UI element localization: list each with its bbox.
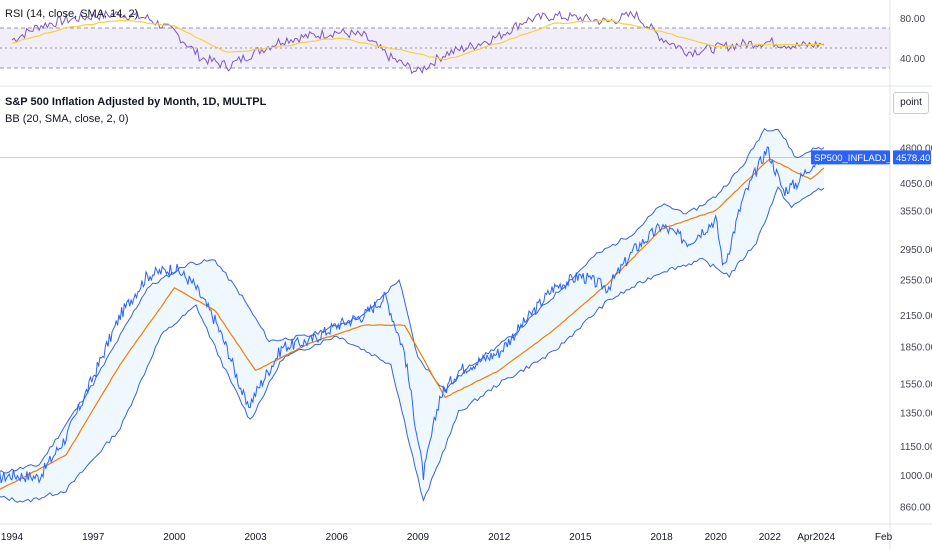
bb-lower-line: [0, 186, 825, 503]
price-tick-label: 1350.00: [900, 408, 932, 419]
price-tick-label: 1850.00: [900, 343, 932, 354]
time-tick-label: 2018: [650, 532, 673, 543]
scale-mode-button[interactable]: point: [893, 92, 929, 114]
time-tick-label: 2022: [759, 532, 782, 543]
rsi-legend: RSI (14, close, SMA, 14, 2): [5, 8, 139, 20]
time-tick-label: 2009: [407, 532, 430, 543]
price-tick-label: 2550.00: [900, 276, 932, 287]
time-tick-label: 2003: [244, 532, 267, 543]
time-tick-label: 2006: [326, 532, 349, 543]
rsi-line: [11, 9, 825, 75]
price-tick-label: 4050.00: [900, 179, 932, 190]
series-name-text: SP500_INFLADJ_MONTH: [814, 153, 927, 164]
bb-upper-line: [0, 127, 825, 474]
price-tick-label: 1550.00: [900, 380, 932, 391]
last-value-text: 4578.40: [896, 153, 930, 164]
rsi-tick-label: 80.00: [900, 14, 925, 25]
price-tick-label: 860.00: [900, 502, 931, 513]
series-name-tag: [811, 150, 890, 165]
last-value-tag: [893, 150, 931, 165]
price-line: [0, 146, 825, 484]
time-tick-label: Feb: [875, 532, 893, 543]
time-tick-label: 2020: [705, 532, 728, 543]
time-tick-label: 1997: [82, 532, 105, 543]
time-tick-label: 2015: [569, 532, 592, 543]
time-tick-label: Apr: [797, 532, 813, 543]
price-tick-label: 1150.00: [900, 442, 932, 453]
price-tick-label: 1000.00: [900, 471, 932, 482]
chart-title: S&P 500 Inflation Adjusted by Month, 1D,…: [5, 96, 267, 108]
price-tick-label: 3550.00: [900, 207, 932, 218]
price-tick-label: 2150.00: [900, 311, 932, 322]
time-tick-label: 2012: [488, 532, 511, 543]
time-tick-label: 2024: [813, 532, 836, 543]
price-tick-label: 2950.00: [900, 245, 932, 256]
bb-legend: BB (20, SMA, close, 2, 0): [5, 113, 129, 125]
rsi-ma-line: [11, 19, 825, 61]
time-tick-label: 1994: [1, 532, 24, 543]
bb-basis-line: [0, 158, 825, 490]
bb-band-fill: [0, 128, 824, 503]
time-tick-label: 2000: [163, 532, 186, 543]
price-tick-label: 4800.00: [900, 144, 932, 155]
rsi-tick-label: 40.00: [900, 54, 925, 65]
